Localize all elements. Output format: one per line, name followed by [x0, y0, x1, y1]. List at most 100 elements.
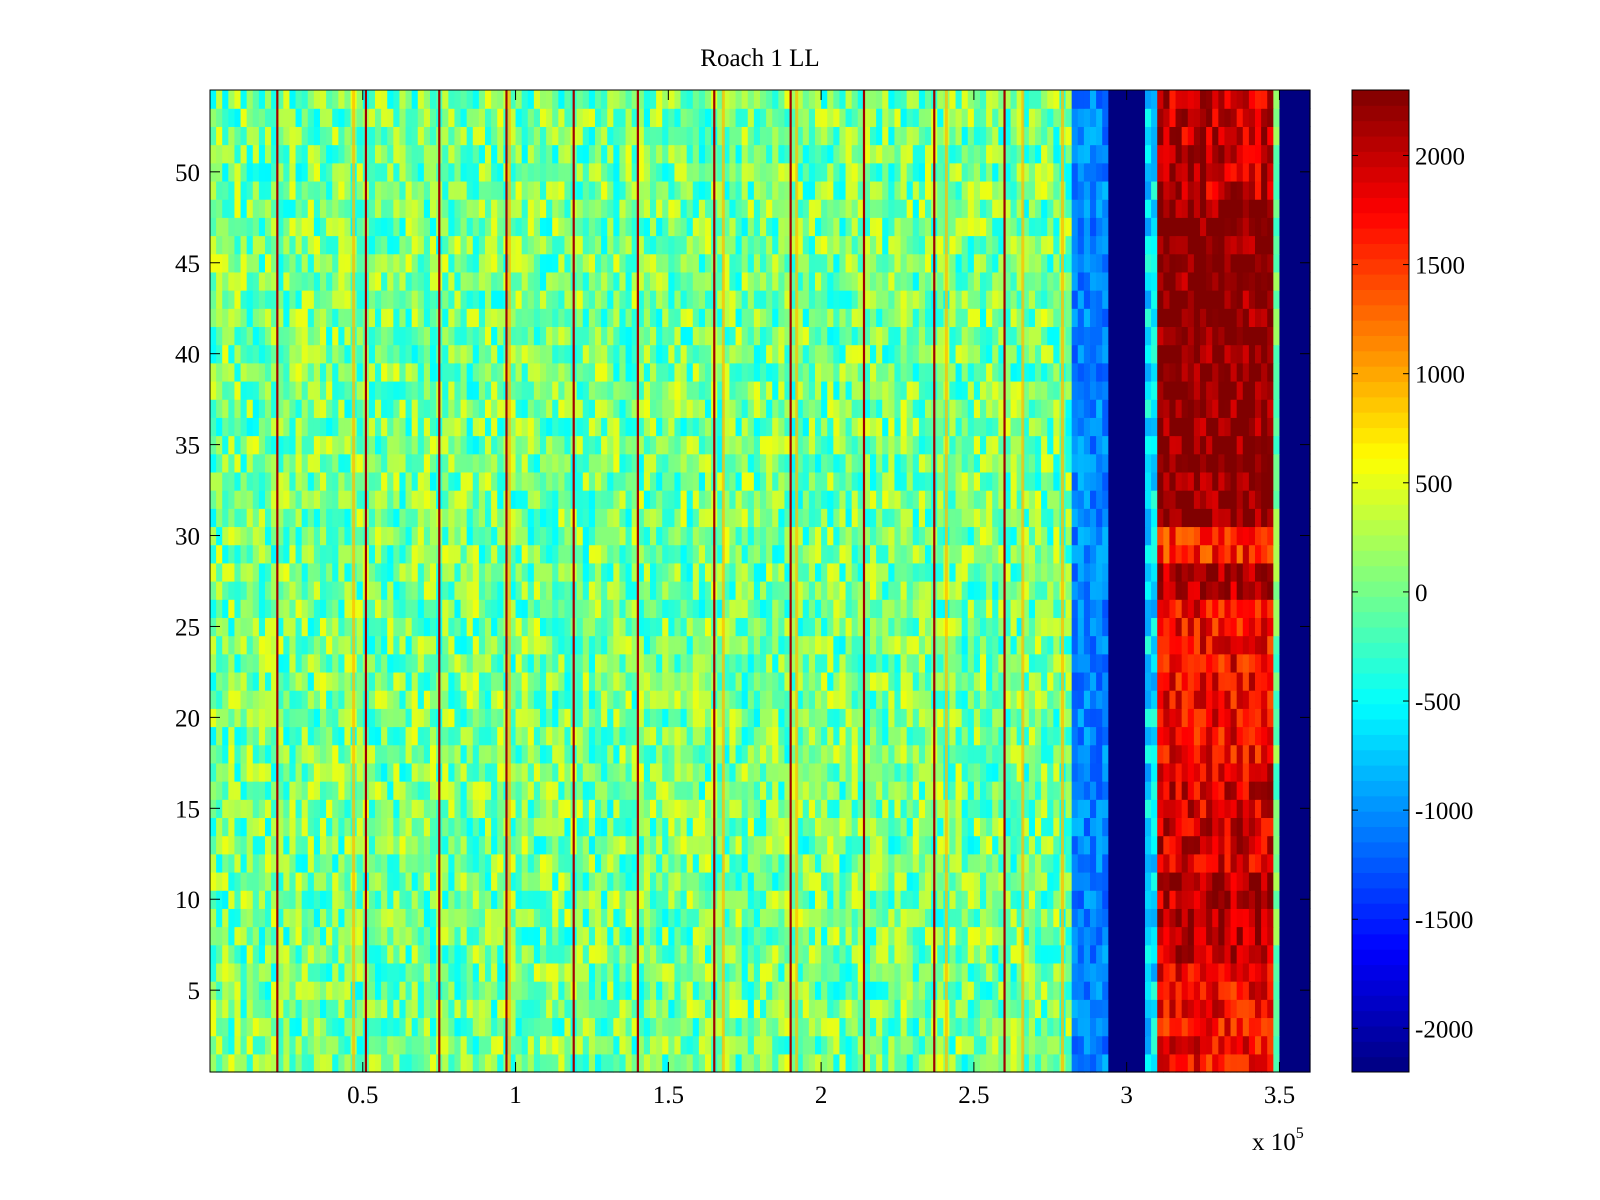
heatmap-cell: [301, 744, 309, 764]
heatmap-cell: [698, 762, 706, 782]
heatmap-cell: [961, 762, 969, 782]
heatmap-cell: [802, 581, 810, 600]
heatmap-cell: [1096, 635, 1103, 655]
heatmap-cell: [906, 799, 914, 819]
heatmap-cell: [491, 726, 498, 746]
heatmap-cell: [1261, 708, 1268, 728]
heatmap-cell: [491, 871, 498, 891]
heatmap-cell: [698, 544, 706, 564]
heatmap-cell: [1163, 853, 1171, 873]
heatmap-cell: [1016, 1053, 1024, 1073]
heatmap-cell: [1212, 690, 1219, 709]
heatmap-cell: [552, 726, 559, 746]
heatmap-cell: [478, 926, 486, 946]
heatmap-cell: [967, 781, 975, 800]
heatmap-cell: [1071, 762, 1079, 782]
heatmap-cell: [399, 526, 407, 546]
heatmap-cell: [515, 799, 523, 819]
heatmap-cell: [430, 726, 437, 746]
heatmap-cell: [668, 981, 676, 1000]
heatmap-cell: [411, 544, 419, 564]
heatmap-cell: [973, 599, 981, 618]
heatmap-cell: [1169, 1035, 1177, 1055]
heatmap-cell: [650, 835, 657, 855]
heatmap-cell: [790, 562, 798, 582]
heatmap-cell: [668, 544, 676, 564]
heatmap-cell: [411, 781, 419, 800]
heatmap-cell: [387, 762, 394, 782]
heatmap-cell: [313, 1035, 321, 1055]
heatmap-cell: [1273, 871, 1281, 891]
heatmap-cell: [784, 562, 792, 582]
heatmap-cell: [692, 1017, 700, 1037]
heatmap-cell: [430, 799, 437, 819]
heatmap-cell: [301, 653, 309, 673]
heatmap-cell: [540, 944, 547, 964]
heatmap-cell: [1077, 908, 1085, 928]
heatmap-cell: [870, 835, 877, 855]
heatmap-cell: [1053, 599, 1061, 618]
heatmap-cell: [338, 944, 346, 964]
heatmap-cell: [1157, 544, 1164, 564]
heatmap-cell: [1163, 817, 1171, 837]
heatmap-cell: [772, 781, 779, 800]
heatmap-cell: [344, 671, 352, 691]
heatmap-cell: [375, 835, 382, 855]
heatmap-cell: [564, 617, 572, 637]
heatmap-cell: [546, 926, 553, 946]
heatmap-cell: [882, 944, 889, 964]
heatmap-cell: [527, 871, 535, 891]
heatmap-cell: [1200, 690, 1207, 709]
heatmap-cell: [448, 726, 456, 746]
heatmap-cell: [662, 744, 669, 764]
heatmap-cell: [558, 690, 566, 709]
heatmap-cell: [1236, 781, 1244, 800]
heatmap-cell: [827, 671, 834, 691]
heatmap-cell: [1071, 999, 1079, 1019]
heatmap-cell: [796, 817, 804, 837]
heatmap-cell: [271, 581, 278, 600]
heatmap-cell: [888, 853, 896, 873]
heatmap-cell: [1035, 635, 1042, 655]
heatmap-cell: [546, 999, 553, 1019]
heatmap-cell: [1206, 617, 1213, 637]
heatmap-cell: [637, 799, 645, 819]
heatmap-cell: [289, 653, 297, 673]
heatmap-cell: [442, 581, 449, 600]
heatmap-cell: [894, 1053, 902, 1073]
heatmap-cell: [686, 726, 694, 746]
heatmap-cell: [1175, 890, 1183, 909]
heatmap-cell: [301, 999, 309, 1019]
heatmap-cell: [393, 781, 401, 800]
heatmap-cell: [595, 762, 602, 782]
heatmap-cell: [1267, 762, 1274, 782]
heatmap-cell: [992, 1053, 999, 1073]
heatmap-cell: [741, 962, 749, 982]
heatmap-cell: [1010, 871, 1018, 891]
heatmap-cell: [650, 853, 657, 873]
heatmap-cell: [619, 653, 627, 673]
heatmap-cell: [784, 926, 792, 946]
heatmap-cell: [613, 835, 621, 855]
heatmap-plot-area[interactable]: [210, 90, 1311, 1073]
heatmap-cell: [240, 1053, 248, 1073]
heatmap-cell: [986, 671, 993, 691]
heatmap-cell: [368, 871, 376, 891]
heatmap-cell: [900, 799, 908, 819]
heatmap-cell: [625, 1053, 633, 1073]
heatmap-cell: [497, 653, 504, 673]
heatmap-cell: [1108, 926, 1146, 946]
heatmap-cell: [1047, 890, 1054, 909]
heatmap-cell: [766, 1035, 773, 1055]
heatmap-cell: [478, 544, 486, 564]
heatmap-cell: [411, 581, 419, 600]
heatmap-cell: [735, 944, 743, 964]
heatmap-cell: [986, 562, 993, 582]
heatmap-cell: [845, 944, 853, 964]
heatmap-cell: [485, 944, 492, 964]
heatmap-cell: [1163, 617, 1171, 637]
heatmap-cell: [546, 744, 553, 764]
heatmap-cell: [1169, 762, 1177, 782]
heatmap-cell: [619, 835, 627, 855]
heatmap-cell: [381, 1053, 388, 1073]
